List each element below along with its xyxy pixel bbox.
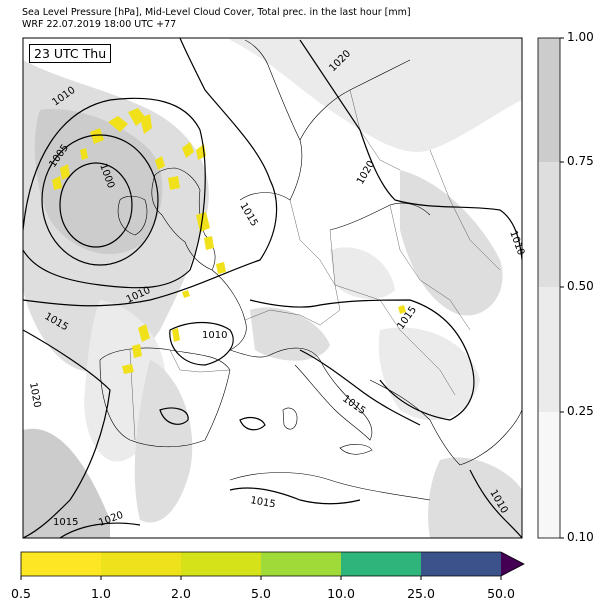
precip-band-6 — [421, 552, 501, 576]
isobar-1020-southwest — [59, 522, 141, 538]
precip-cell — [172, 328, 180, 342]
precip-cell — [52, 176, 62, 190]
isobar-label: 1015 — [53, 517, 78, 528]
precip-band-5 — [341, 552, 421, 576]
precip-tick-label: 50.0 — [487, 586, 515, 601]
cloud-area-poland — [330, 247, 395, 300]
border-3 — [244, 309, 341, 326]
precip-cell — [90, 128, 104, 144]
precipitation-layer — [52, 108, 406, 374]
border-5 — [399, 329, 456, 396]
isobar-1015-italy — [299, 349, 421, 426]
map-title: Sea Level Pressure [hPa], Mid-Level Clou… — [22, 7, 411, 31]
coast-iberia — [99, 347, 231, 448]
title-line-1: Sea Level Pressure [hPa], Mid-Level Clou… — [22, 7, 411, 18]
precip-cell — [182, 290, 190, 298]
isobar-1015-north — [23, 38, 278, 307]
precip-cell — [155, 156, 165, 170]
coastlines — [99, 39, 522, 501]
precip-colorbar — [20, 551, 525, 580]
cloud-area-iberia-south — [134, 360, 193, 523]
isobars — [23, 38, 522, 538]
isobar-1015-central — [249, 299, 475, 421]
precip-band-4 — [261, 552, 341, 576]
cloud-band-1 — [538, 412, 560, 538]
precip-tick-label: 0.5 — [11, 586, 31, 601]
cloud-colorbar — [537, 37, 564, 539]
cloud-tick-label: 1.00 — [567, 30, 594, 44]
coast-north-africa — [229, 472, 431, 501]
precip-cell — [122, 364, 134, 374]
isobar-label: 1015 — [249, 495, 276, 510]
cloud-tick-label: 0.25 — [567, 404, 594, 418]
precip-extend-arrow — [501, 552, 524, 576]
precip-band-1 — [21, 552, 101, 576]
precip-cell — [140, 114, 152, 134]
isobar-1010-southeast — [469, 469, 522, 538]
precip-cell — [138, 324, 150, 342]
cloud-cover-layer — [23, 38, 522, 538]
precip-band-3 — [181, 552, 261, 576]
precip-cell — [196, 212, 210, 232]
cloud-band-3 — [538, 162, 560, 287]
isobar-1010-france — [169, 321, 234, 366]
isobar-1005 — [41, 134, 159, 266]
border-7 — [429, 149, 501, 271]
precip-cell — [398, 305, 406, 314]
precip-cell — [168, 176, 180, 190]
cloud-area-scandinavia — [230, 38, 522, 152]
coast-balkans-greece — [369, 379, 522, 466]
isobar-1015-south — [229, 487, 361, 505]
country-borders — [129, 89, 501, 441]
title-line-2: WRF 22.07.2019 18:00 UTC +77 — [22, 19, 177, 30]
precip-cell — [216, 262, 226, 274]
border-1 — [289, 199, 341, 311]
precip-colorbar-frame — [20, 551, 525, 577]
cloud-tick-label: 0.50 — [567, 279, 594, 293]
precip-tick-label: 25.0 — [407, 586, 435, 601]
cloud-band-4 — [538, 38, 560, 162]
isobar-label: 1020 — [27, 382, 42, 409]
isobar-closed-iberia — [159, 407, 189, 425]
isobar-1020-west — [23, 329, 111, 538]
border-2 — [329, 229, 401, 331]
border-9 — [169, 349, 231, 373]
precip-cell — [204, 236, 214, 250]
precip-tick-label: 5.0 — [251, 586, 271, 601]
precip-band-2 — [101, 552, 181, 576]
precip-tick-label: 2.0 — [171, 586, 191, 601]
coast-sicily — [339, 444, 373, 455]
isobar-closed-small — [239, 416, 266, 431]
precip-tick-label: 10.0 — [327, 586, 355, 601]
coast-france — [211, 269, 271, 358]
precip-tick-label: 1.0 — [91, 586, 111, 601]
cloud-colorbar-frame — [537, 37, 561, 539]
cloud-tick-label: 0.10 — [567, 530, 594, 544]
cloud-area-alps — [250, 307, 330, 361]
isobar-label: 1010 — [202, 330, 227, 341]
border-4 — [389, 204, 471, 331]
precip-cell — [108, 116, 128, 132]
isobar-1020-north — [299, 39, 522, 261]
precip-cell — [80, 148, 88, 160]
coast-great-britain — [151, 167, 216, 271]
isobar-1010-low — [23, 97, 206, 289]
precip-cell — [132, 344, 142, 358]
coast-italy — [269, 347, 373, 441]
coast-norway — [244, 39, 301, 141]
cloud-area-southeast — [428, 457, 522, 538]
time-label: 23 UTC Thu — [29, 44, 112, 63]
cloud-tick-label: 0.75 — [567, 154, 594, 168]
precip-cell — [60, 164, 70, 180]
precip-cell — [182, 142, 194, 158]
border-6 — [349, 89, 401, 171]
cloud-area-russia — [400, 170, 503, 316]
map-frame — [22, 37, 523, 539]
cloud-band-2 — [538, 287, 560, 412]
cloud-area-balkans — [378, 327, 480, 420]
coast-sardinia — [282, 407, 298, 430]
isobar-1000 — [59, 162, 133, 248]
cloud-area-southwest — [23, 428, 110, 538]
